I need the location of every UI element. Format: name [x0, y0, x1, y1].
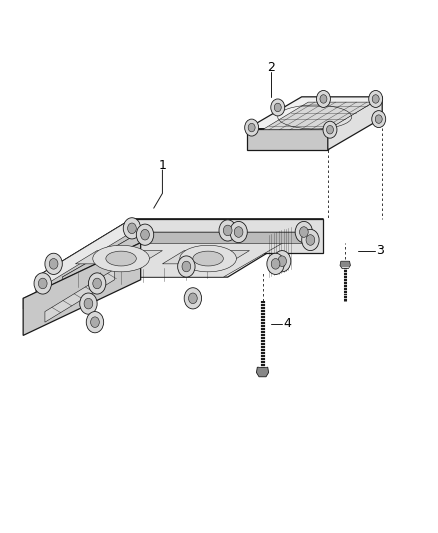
Circle shape [295, 221, 313, 243]
Circle shape [91, 317, 99, 327]
Circle shape [127, 223, 136, 233]
Circle shape [326, 125, 333, 134]
Ellipse shape [93, 245, 149, 272]
Circle shape [88, 273, 106, 294]
Circle shape [182, 261, 191, 272]
Circle shape [178, 256, 195, 277]
Polygon shape [132, 219, 323, 253]
Polygon shape [62, 232, 141, 288]
Polygon shape [141, 232, 302, 243]
Polygon shape [36, 219, 132, 312]
Polygon shape [247, 128, 328, 150]
Ellipse shape [106, 251, 136, 266]
Polygon shape [45, 269, 115, 322]
Circle shape [323, 121, 337, 138]
Circle shape [372, 111, 386, 127]
Polygon shape [23, 243, 141, 309]
Circle shape [184, 288, 201, 309]
Ellipse shape [193, 251, 223, 266]
Circle shape [278, 256, 286, 266]
Circle shape [39, 278, 47, 289]
Polygon shape [36, 219, 323, 277]
Circle shape [372, 95, 379, 103]
Polygon shape [75, 251, 162, 264]
Circle shape [273, 251, 291, 272]
Circle shape [219, 220, 237, 241]
Circle shape [320, 95, 327, 103]
Circle shape [141, 229, 149, 240]
Circle shape [234, 227, 243, 237]
Ellipse shape [180, 245, 237, 272]
Circle shape [123, 217, 141, 239]
Circle shape [300, 227, 308, 237]
Polygon shape [23, 243, 141, 335]
Circle shape [86, 312, 104, 333]
Circle shape [93, 278, 102, 289]
Circle shape [306, 235, 315, 245]
Circle shape [375, 115, 382, 123]
Text: 4: 4 [284, 317, 292, 330]
Text: 2: 2 [267, 61, 275, 74]
Circle shape [223, 225, 232, 236]
Circle shape [369, 91, 383, 108]
Polygon shape [340, 261, 350, 269]
Circle shape [245, 119, 258, 136]
Circle shape [267, 253, 284, 274]
Polygon shape [62, 232, 302, 277]
Circle shape [317, 91, 330, 108]
Polygon shape [262, 102, 374, 130]
Circle shape [80, 293, 97, 314]
Polygon shape [247, 97, 382, 128]
Circle shape [271, 99, 285, 116]
Circle shape [49, 259, 58, 269]
Circle shape [45, 253, 62, 274]
Polygon shape [328, 97, 382, 150]
Circle shape [188, 293, 197, 304]
Polygon shape [256, 367, 268, 377]
Circle shape [274, 103, 281, 112]
Polygon shape [36, 219, 132, 290]
Circle shape [34, 273, 51, 294]
Text: 3: 3 [376, 244, 384, 257]
Circle shape [248, 123, 255, 132]
Text: 1: 1 [159, 159, 166, 172]
Circle shape [302, 229, 319, 251]
Circle shape [84, 298, 93, 309]
Polygon shape [162, 251, 250, 264]
Circle shape [271, 259, 280, 269]
Circle shape [230, 221, 247, 243]
Circle shape [136, 224, 154, 245]
